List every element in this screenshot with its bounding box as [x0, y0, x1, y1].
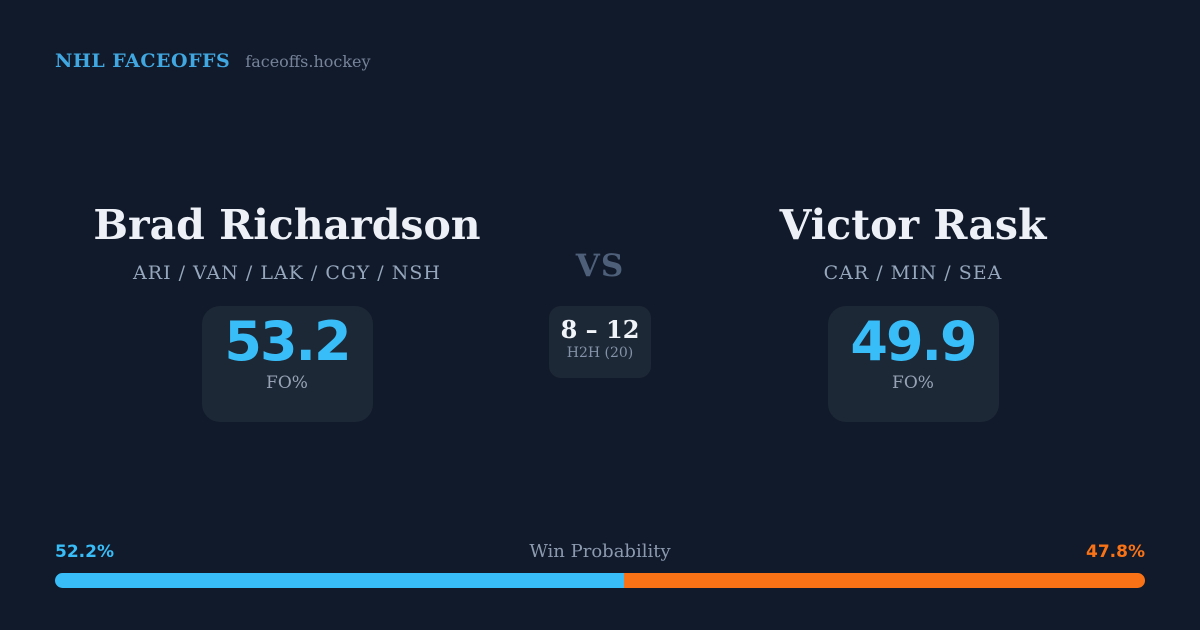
site-url: faceoffs.hockey	[245, 52, 371, 71]
win-probability-right-pct: 47.8%	[1086, 542, 1145, 562]
player-right-fo-label: FO%	[892, 373, 934, 394]
player-right-section: Victor Rask CAR / MIN / SEA 49.9 FO%	[683, 205, 1143, 422]
win-probability-title: Win Probability	[529, 541, 671, 562]
player-left-name: Brad Richardson	[93, 201, 481, 249]
versus-section: VS 8 – 12 H2H (20)	[517, 250, 683, 378]
player-left-fo-value: 53.2	[224, 310, 351, 373]
player-right-teams: CAR / MIN / SEA	[823, 262, 1003, 284]
win-probability-left-pct: 52.2%	[55, 542, 114, 562]
player-right-fo-value: 49.9	[850, 310, 977, 373]
h2h-label: H2H (20)	[566, 345, 634, 362]
header: NHL FACEOFFS faceoffs.hockey	[55, 50, 371, 72]
win-probability-left-segment	[55, 573, 624, 588]
player-left-section: Brad Richardson ARI / VAN / LAK / CGY / …	[57, 205, 517, 422]
win-probability-section: 52.2% Win Probability 47.8%	[55, 541, 1145, 588]
player-right-name: Victor Rask	[779, 201, 1047, 249]
h2h-score: 8 – 12	[560, 314, 640, 344]
vs-label: VS	[575, 248, 625, 284]
player-left-teams: ARI / VAN / LAK / CGY / NSH	[133, 262, 441, 284]
win-probability-right-segment	[623, 573, 1145, 588]
brand-title: NHL FACEOFFS	[55, 50, 231, 72]
win-probability-labels: 52.2% Win Probability 47.8%	[55, 541, 1145, 562]
win-probability-bar	[55, 573, 1145, 588]
player-left-fo-stat-box: 53.2 FO%	[201, 306, 373, 422]
player-left-fo-label: FO%	[266, 373, 308, 394]
player-right-fo-stat-box: 49.9 FO%	[827, 306, 999, 422]
h2h-box: 8 – 12 H2H (20)	[549, 305, 651, 378]
